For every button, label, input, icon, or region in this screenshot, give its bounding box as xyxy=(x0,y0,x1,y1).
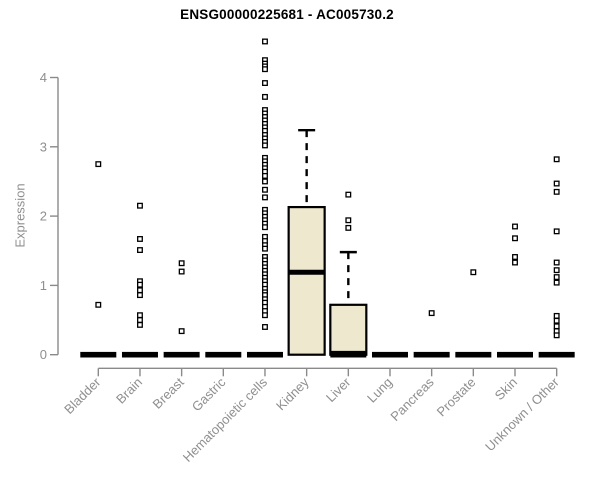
outlier-point xyxy=(553,259,560,266)
x-axis-label: Kidney xyxy=(273,374,312,413)
outlier-point xyxy=(553,180,560,187)
box xyxy=(329,303,368,356)
x-axis-label: Gastric xyxy=(189,374,229,414)
outlier-point xyxy=(262,224,268,231)
chart-title: ENSG00000225681 - AC005730.2 xyxy=(180,7,394,22)
outlier-point xyxy=(470,269,477,276)
x-axis-label: Brain xyxy=(113,375,145,407)
outlier-point xyxy=(95,161,102,168)
outlier-point xyxy=(137,287,143,294)
outlier-point xyxy=(137,292,143,299)
outlier-point xyxy=(262,186,268,193)
outlier-point xyxy=(262,93,268,100)
outlier-point xyxy=(262,178,268,185)
outlier-point xyxy=(262,80,268,86)
y-axis-tick-label: 3 xyxy=(40,139,47,154)
outlier-point xyxy=(428,310,435,317)
x-axis-label: Breast xyxy=(150,374,187,411)
outlier-point xyxy=(262,38,268,45)
outlier-point xyxy=(345,224,352,231)
outlier-point xyxy=(553,156,560,163)
zero-box xyxy=(538,351,575,358)
x-axis-label: Skin xyxy=(492,375,520,403)
zero-box xyxy=(121,351,158,358)
y-axis-tick-label: 0 xyxy=(40,347,47,362)
outlier-point xyxy=(553,323,560,330)
y-axis-tick-label: 2 xyxy=(40,209,47,224)
outlier-point xyxy=(345,217,352,224)
outlier-point xyxy=(178,328,185,335)
zero-box xyxy=(371,351,408,358)
outlier-point xyxy=(137,317,143,323)
outlier-point xyxy=(553,279,560,286)
outlier-point xyxy=(345,191,352,198)
zero-box xyxy=(497,351,533,358)
x-axis-label: Prostate xyxy=(434,375,479,420)
outlier-point xyxy=(95,301,102,308)
outlier-point xyxy=(262,324,268,330)
outlier-point xyxy=(137,281,143,288)
zero-box xyxy=(205,351,242,358)
zero-box xyxy=(455,351,492,358)
outlier-point xyxy=(553,274,560,281)
x-axis-label: Liver xyxy=(323,374,354,405)
outlier-point xyxy=(512,254,518,260)
outlier-point xyxy=(137,312,143,319)
x-axis-label: Lung xyxy=(364,375,395,406)
outlier-point xyxy=(262,66,268,73)
outlier-point xyxy=(553,188,560,195)
outlier-point xyxy=(137,236,143,242)
outlier-point xyxy=(553,317,560,324)
outlier-point xyxy=(553,228,560,235)
y-axis-tick-label: 1 xyxy=(40,278,47,293)
outlier-point xyxy=(262,312,268,319)
outlier-point xyxy=(178,260,185,267)
zero-box xyxy=(163,351,200,358)
outlier-point xyxy=(512,259,518,266)
outlier-point xyxy=(137,247,143,254)
outlier-point xyxy=(553,312,560,319)
outlier-point xyxy=(512,235,518,242)
outlier-point xyxy=(137,321,143,328)
x-axis-label: Unknown / Other xyxy=(482,374,562,454)
outlier-point xyxy=(262,245,268,252)
outlier-point xyxy=(178,268,185,275)
zero-box xyxy=(246,351,283,358)
x-axis-label: Pancreas xyxy=(387,374,437,424)
zero-box xyxy=(413,351,450,358)
outlier-point xyxy=(262,142,268,149)
y-axis-tick-label: 4 xyxy=(40,70,47,85)
outlier-point xyxy=(553,267,560,274)
outlier-point xyxy=(262,194,268,201)
zero-box xyxy=(80,351,117,358)
outlier-point xyxy=(553,332,560,339)
x-axis-label: Bladder xyxy=(61,374,104,417)
box xyxy=(287,205,326,356)
outlier-point xyxy=(512,223,518,230)
outlier-point xyxy=(137,202,143,209)
outlier-point xyxy=(262,172,268,179)
